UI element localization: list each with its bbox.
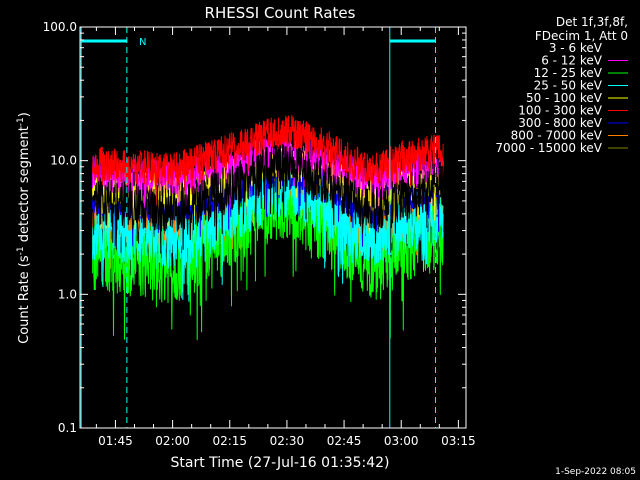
legend-header-line-1: Det 1f,3f,8f, (556, 15, 628, 29)
x-axis-label: Start Time (27-Jul-16 01:35:42) (170, 455, 389, 471)
x-tick-label: 02:45 (327, 434, 362, 448)
y-axis-label-part: ) (17, 112, 32, 117)
legend-entry-label: 6 - 12 keV (541, 54, 603, 68)
y-tick-label: 0.1 (58, 421, 77, 435)
legend-entry-label: 800 - 7000 keV (511, 129, 603, 143)
series-line-100-300keV (92, 115, 444, 208)
legend-entry-label: 7000 - 15000 keV (495, 141, 602, 155)
legend-entry-label: 100 - 300 keV (518, 104, 602, 118)
series-line-3-6keV (92, 143, 444, 254)
x-tick-label: 02:00 (155, 434, 190, 448)
x-tick-label: 01:45 (98, 434, 133, 448)
y-tick-label: 1.0 (58, 287, 77, 301)
x-axis: 01:45 02:00 02:15 02:30 02:45 03:00 03:15 (95, 27, 476, 448)
y-tick-label: 10.0 (50, 154, 77, 168)
legend: Det 1f,3f,8f, FDecim 1, Att 0 3 - 6 keV6… (495, 15, 628, 155)
y-axis-label-sup: -1 (16, 117, 26, 126)
series-line-800-7000keV (92, 167, 444, 275)
attenuator-label: N (139, 37, 146, 48)
plot-frame (79, 26, 467, 429)
y-tick-label: 100.0 (43, 20, 77, 34)
y-axis-label-part: Count Rate (s (17, 255, 32, 344)
legend-entry-label: 25 - 50 keV (534, 79, 603, 93)
attenuator-markers (80, 27, 437, 428)
timestamp: 1-Sep-2022 08:05 (555, 467, 636, 477)
legend-entry-label: 12 - 25 keV (534, 66, 603, 80)
y-axis-label: Count Rate (s-1 detector segment-1) (16, 112, 32, 344)
legend-entry-label: 3 - 6 keV (549, 41, 603, 55)
series-layer (92, 115, 444, 341)
series-line-25-50keV (92, 161, 444, 302)
chart-title: RHESSI Count Rates (205, 4, 356, 22)
legend-header-line-2: FDecim 1, Att 0 (535, 29, 628, 43)
x-tick-label: 03:15 (441, 434, 476, 448)
y-axis: 0.1 1.0 10.0 100.0 (43, 20, 466, 435)
x-tick-label: 02:15 (212, 434, 247, 448)
legend-entry-label: 50 - 100 keV (526, 91, 603, 105)
legend-entry-label: 300 - 800 keV (518, 116, 602, 130)
y-axis-label-part: detector segment (17, 126, 32, 246)
x-tick-label: 02:30 (270, 434, 305, 448)
x-tick-label: 03:00 (384, 434, 419, 448)
y-axis-label-sup: -1 (16, 246, 26, 255)
